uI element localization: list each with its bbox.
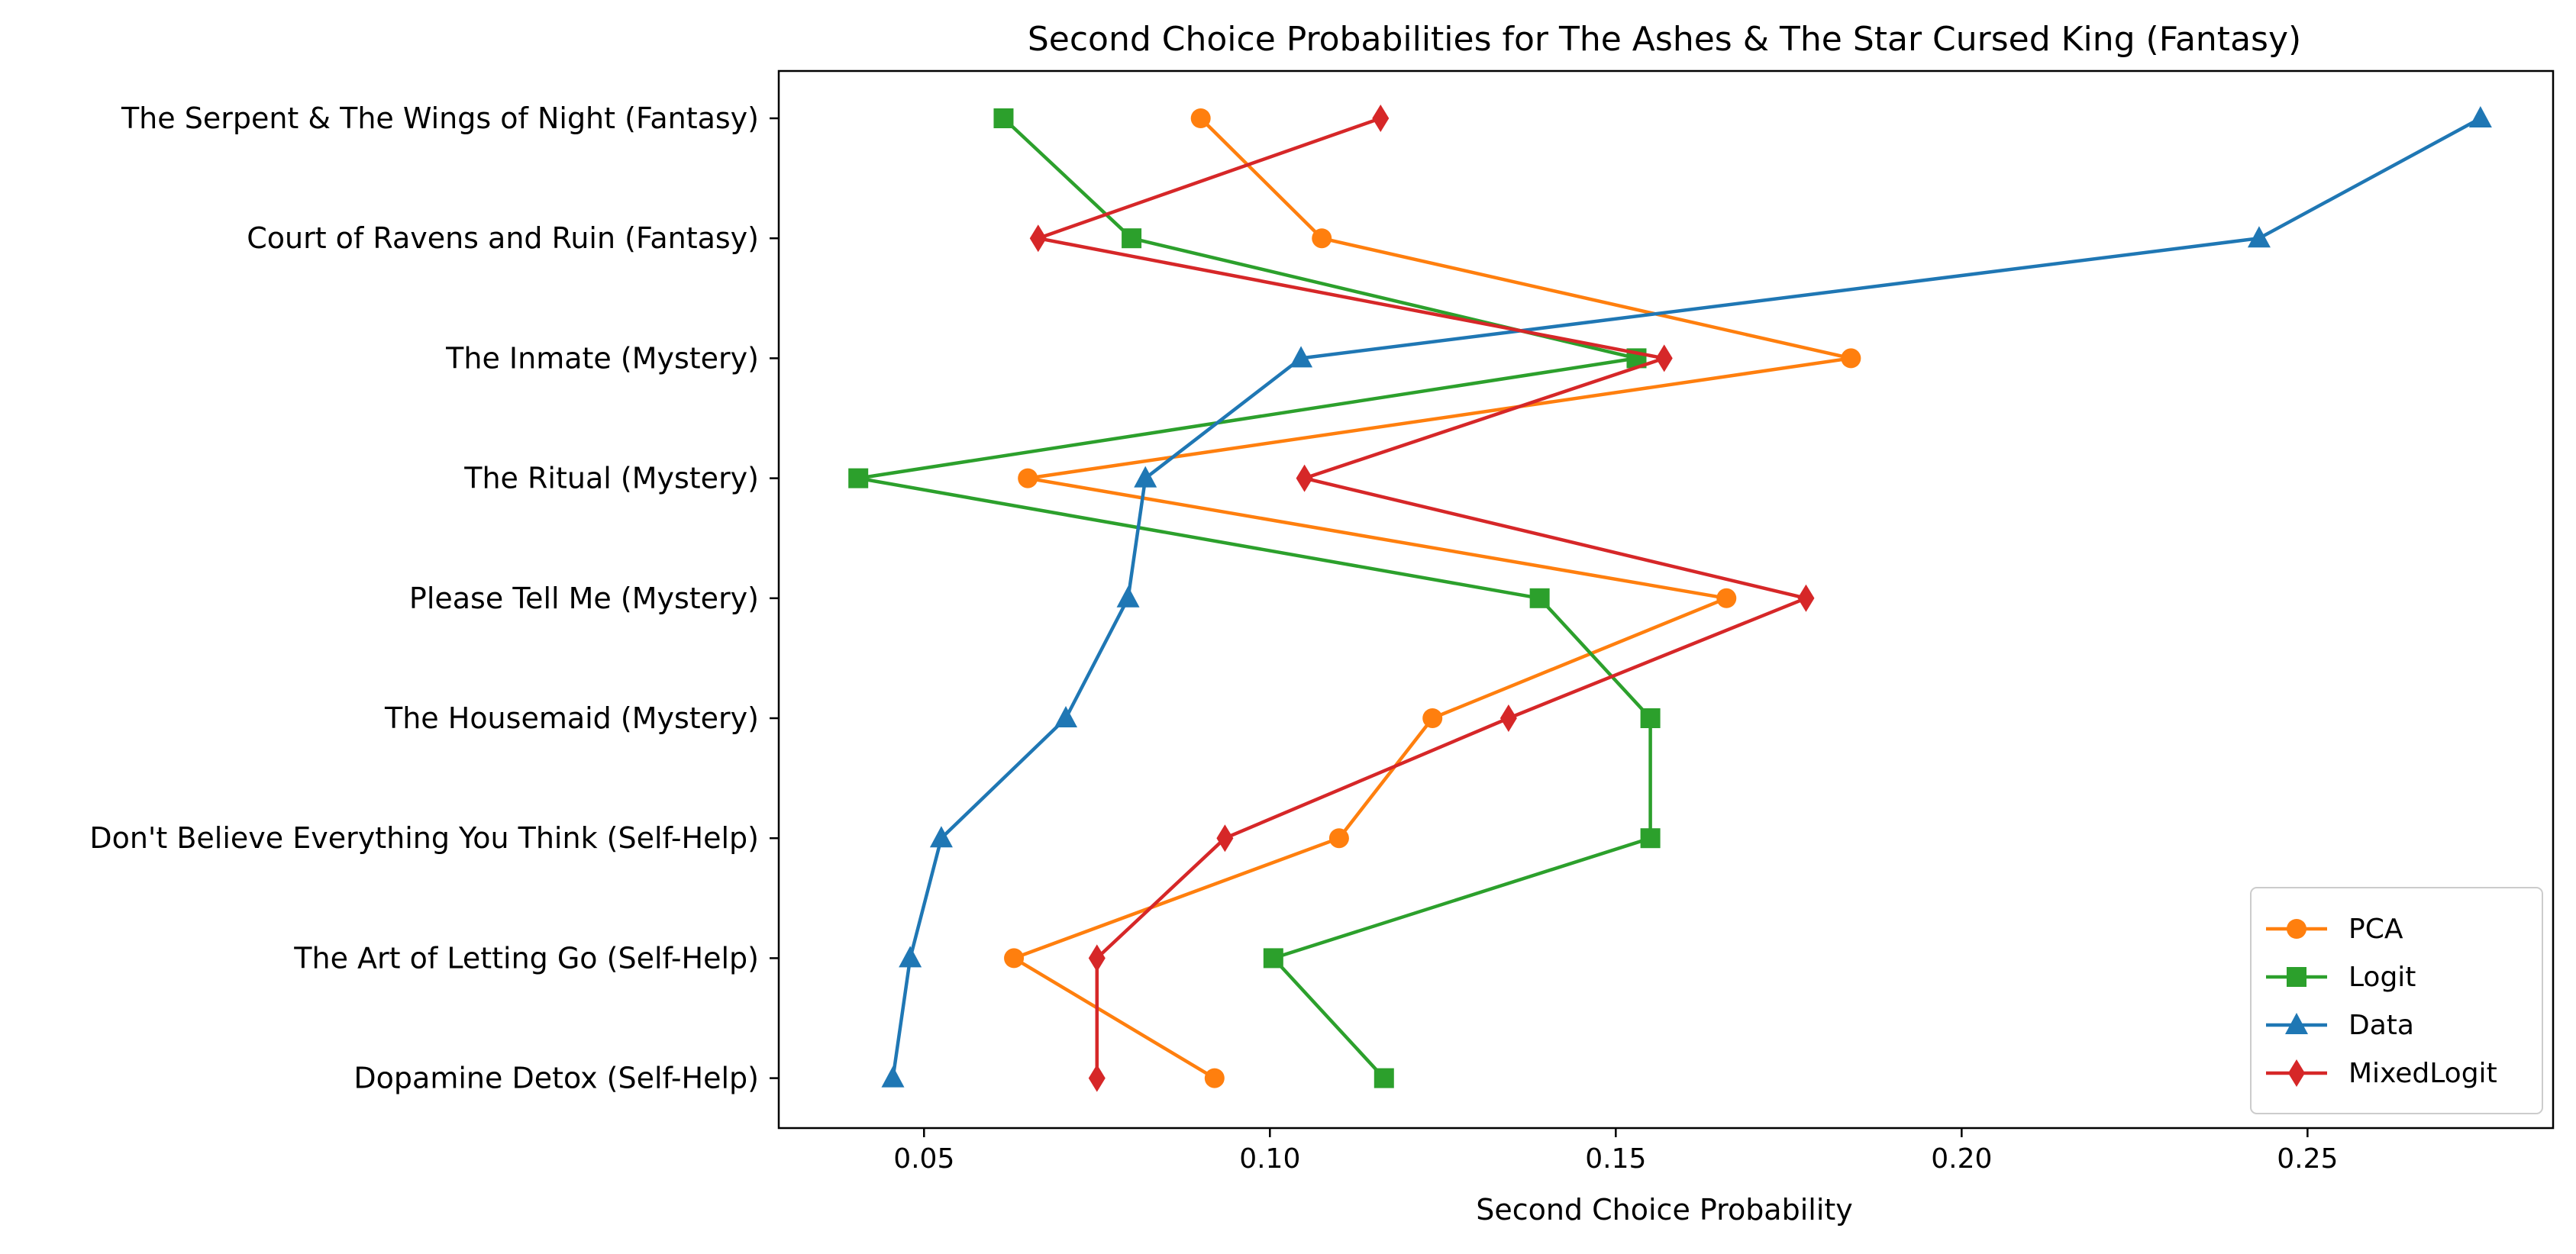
plot-frame <box>777 69 2555 1130</box>
data-point-mixedlogit <box>1499 704 1517 732</box>
legend-marker <box>2285 1013 2308 1034</box>
data-point-data <box>2247 226 2271 248</box>
legend-marker <box>2287 967 2306 987</box>
x-axis: 0.05 0.10 0.15 0.20 0.25 <box>893 1128 2338 1175</box>
legend: PCA Logit Data MixedLogit <box>2250 887 2543 1114</box>
data-point-logit <box>1374 1068 1394 1088</box>
data-point-pca <box>1312 228 1332 249</box>
data-point-data <box>881 1065 905 1088</box>
data-point-pca <box>1204 1068 1225 1088</box>
y-tick-label: Please Tell Me (Mystery) <box>409 582 759 615</box>
legend-entry-data: Data <box>2266 1010 2414 1041</box>
data-point-logit <box>1640 708 1661 728</box>
legend-entry-pca: PCA <box>2266 914 2403 945</box>
legend-label: Data <box>2348 1010 2414 1041</box>
data-point-logit <box>848 468 869 488</box>
data-point-pca <box>1328 828 1349 849</box>
data-point-pca <box>1841 348 1861 369</box>
x-tick-label: 0.20 <box>1931 1143 1992 1175</box>
plot-border <box>777 69 2555 1130</box>
legend-label: Logit <box>2348 962 2416 993</box>
data-point-mixedlogit <box>1797 584 1815 612</box>
data-point-logit <box>1529 588 1550 608</box>
data-point-mixedlogit <box>1088 1064 1106 1092</box>
y-tick-label: The Art of Letting Go (Self-Help) <box>293 941 759 975</box>
data-point-mixedlogit <box>1372 105 1390 132</box>
legend-marker <box>2287 919 2306 939</box>
y-tick-label: Court of Ravens and Ruin (Fantasy) <box>247 221 759 255</box>
data-point-mixedlogit <box>1029 224 1047 253</box>
data-point-mixedlogit <box>1216 824 1234 853</box>
data-point-mixedlogit <box>1088 944 1106 972</box>
x-tick-label: 0.05 <box>893 1143 954 1175</box>
data-point-mixedlogit <box>1655 344 1673 372</box>
x-tick-label: 0.15 <box>1585 1143 1646 1175</box>
data-point-logit <box>993 108 1014 128</box>
legend-entry-mixedlogit: MixedLogit <box>2266 1058 2497 1089</box>
data-point-pca <box>1422 708 1443 728</box>
series-logit <box>848 108 1661 1088</box>
data-point-mixedlogit <box>1296 464 1313 492</box>
data-point-data <box>929 826 953 848</box>
y-tick-label: The Housemaid (Mystery) <box>384 701 759 735</box>
y-tick-label: The Ritual (Mystery) <box>463 462 759 495</box>
legend-label: MixedLogit <box>2348 1058 2497 1089</box>
series-layer <box>848 105 2492 1092</box>
x-tick-label: 0.10 <box>1239 1143 1300 1175</box>
legend-box <box>2250 887 2543 1114</box>
y-axis: The Serpent & The Wings of Night (Fantas… <box>89 102 779 1095</box>
data-point-pca <box>1018 468 1038 488</box>
data-point-data <box>1116 585 1140 608</box>
legend-marker <box>2288 1059 2305 1087</box>
y-tick-label: The Inmate (Mystery) <box>445 341 759 375</box>
data-point-logit <box>1263 948 1283 969</box>
chart-title: Second Choice Probabilities for The Ashe… <box>1028 20 2301 59</box>
data-point-data <box>1290 346 1313 368</box>
data-point-pca <box>1716 588 1737 608</box>
x-axis-label: Second Choice Probability <box>1476 1193 1853 1227</box>
legend-entry-logit: Logit <box>2266 962 2416 993</box>
legend-label: PCA <box>2348 914 2403 945</box>
data-point-data <box>1054 706 1078 727</box>
data-point-pca <box>1190 108 1211 128</box>
y-tick-label: Dopamine Detox (Self-Help) <box>353 1062 759 1095</box>
series-data <box>881 106 2492 1088</box>
x-tick-label: 0.25 <box>2277 1143 2338 1175</box>
data-point-data <box>2468 106 2492 127</box>
series-mixedlogit <box>1029 105 1815 1092</box>
data-point-data <box>899 946 922 968</box>
data-point-logit <box>1640 828 1661 849</box>
data-point-logit <box>1122 228 1142 249</box>
series-pca <box>1004 108 1861 1088</box>
y-tick-label: The Serpent & The Wings of Night (Fantas… <box>121 102 759 135</box>
data-point-data <box>1134 466 1157 488</box>
y-tick-label: Don't Believe Everything You Think (Self… <box>89 821 759 855</box>
data-point-pca <box>1004 948 1025 969</box>
